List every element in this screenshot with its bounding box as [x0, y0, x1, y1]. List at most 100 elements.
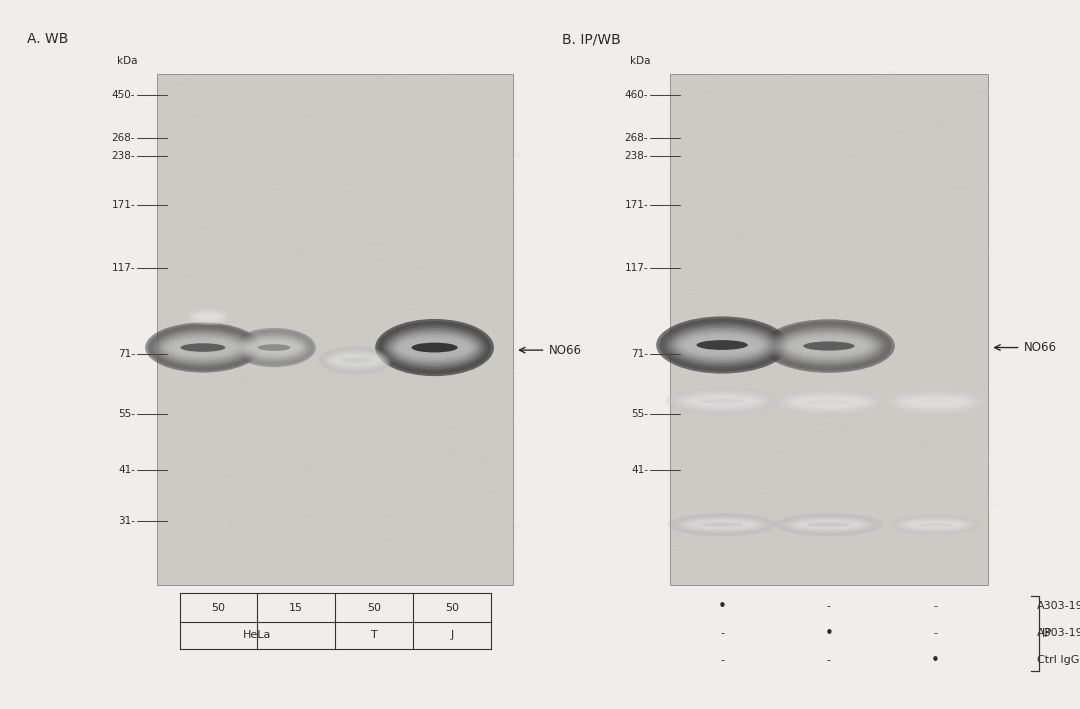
Bar	[313, 541, 325, 545]
Bar	[231, 569, 239, 571]
Bar	[170, 345, 175, 347]
Bar	[947, 172, 951, 174]
Bar	[228, 496, 237, 499]
Ellipse shape	[381, 323, 488, 372]
Bar	[441, 336, 444, 339]
Ellipse shape	[325, 350, 387, 370]
Bar	[941, 209, 953, 213]
Ellipse shape	[670, 325, 775, 364]
Bar	[721, 410, 728, 413]
Bar	[967, 101, 971, 104]
Bar	[405, 580, 410, 584]
Bar	[490, 230, 496, 234]
Ellipse shape	[676, 516, 769, 534]
Bar	[309, 352, 320, 354]
Bar	[773, 451, 785, 453]
Ellipse shape	[673, 515, 771, 535]
Bar	[788, 96, 798, 99]
Ellipse shape	[243, 335, 306, 359]
Ellipse shape	[676, 330, 769, 360]
Bar	[721, 512, 729, 515]
Bar	[246, 196, 258, 199]
Bar	[836, 462, 839, 463]
Bar	[740, 318, 745, 322]
Ellipse shape	[193, 312, 222, 322]
Bar	[444, 126, 448, 128]
Ellipse shape	[190, 310, 226, 324]
Bar	[966, 472, 976, 474]
Bar	[768, 233, 778, 235]
Bar	[402, 138, 413, 139]
Ellipse shape	[153, 328, 252, 367]
Bar	[710, 110, 720, 111]
Ellipse shape	[899, 518, 972, 532]
Bar	[254, 301, 266, 302]
Bar	[809, 377, 813, 381]
Bar	[948, 289, 961, 292]
Bar	[858, 466, 863, 468]
Bar	[481, 459, 488, 463]
Bar	[712, 518, 716, 520]
Bar	[702, 303, 705, 306]
Ellipse shape	[399, 337, 471, 358]
Bar	[738, 234, 745, 238]
Bar	[740, 438, 746, 440]
Bar	[222, 174, 230, 175]
Bar	[781, 432, 787, 437]
Bar	[883, 111, 888, 113]
Bar	[688, 420, 694, 423]
Bar	[942, 456, 954, 458]
Bar	[272, 367, 276, 368]
Bar	[212, 285, 220, 286]
Bar	[734, 81, 744, 85]
Bar	[399, 574, 403, 576]
Bar	[235, 541, 244, 543]
Ellipse shape	[895, 393, 976, 411]
Bar	[476, 385, 488, 386]
Bar	[409, 526, 415, 530]
Text: 50: 50	[445, 603, 459, 613]
Bar	[851, 364, 855, 365]
Ellipse shape	[151, 327, 255, 369]
Ellipse shape	[681, 393, 762, 408]
Bar	[391, 95, 393, 96]
Ellipse shape	[910, 522, 961, 527]
Bar	[712, 74, 716, 77]
Bar	[744, 308, 752, 309]
Bar	[788, 458, 798, 461]
Bar	[370, 318, 378, 322]
Bar	[340, 181, 349, 185]
Bar	[796, 226, 799, 230]
Bar	[473, 94, 484, 97]
Bar	[958, 565, 967, 566]
Bar	[795, 274, 798, 277]
Ellipse shape	[780, 515, 878, 535]
Bar	[414, 130, 420, 133]
Bar	[746, 134, 756, 136]
Bar	[444, 446, 451, 447]
Ellipse shape	[234, 330, 314, 366]
Bar	[426, 517, 436, 520]
Bar	[849, 129, 859, 130]
Ellipse shape	[678, 517, 766, 532]
Ellipse shape	[384, 325, 485, 369]
Ellipse shape	[789, 336, 868, 356]
Bar	[919, 176, 922, 177]
Bar	[270, 152, 281, 154]
Bar	[878, 451, 883, 453]
Bar	[732, 438, 741, 440]
Bar	[350, 281, 355, 284]
Bar	[680, 493, 686, 494]
Bar	[453, 362, 461, 365]
Bar	[748, 254, 759, 256]
Bar	[350, 509, 353, 513]
Bar	[241, 415, 251, 419]
Bar	[306, 115, 314, 118]
Bar	[761, 492, 771, 496]
Bar	[899, 441, 903, 443]
Bar	[177, 411, 187, 414]
Bar	[409, 155, 419, 157]
Bar	[490, 300, 497, 302]
Bar	[914, 108, 917, 112]
Bar	[745, 457, 753, 461]
